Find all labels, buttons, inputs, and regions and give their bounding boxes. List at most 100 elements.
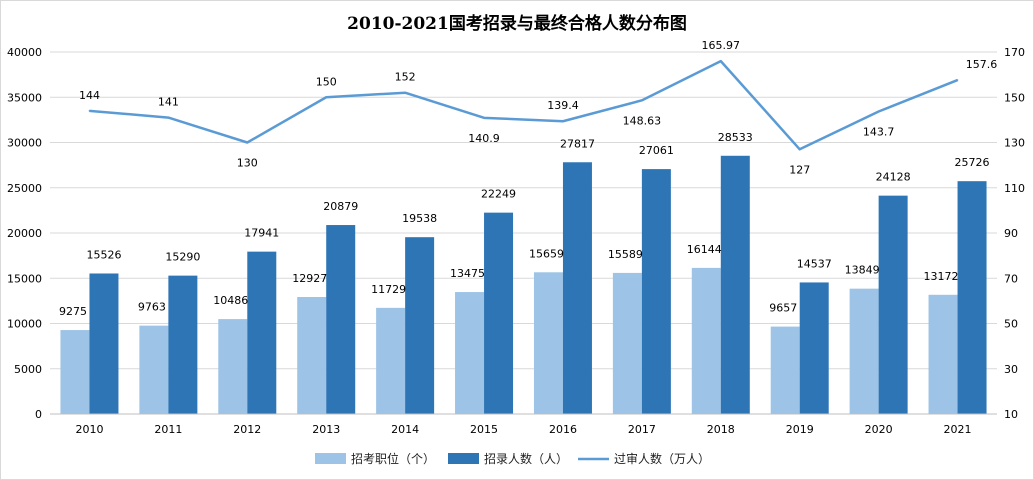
- y-right-tick-label: 130: [1004, 137, 1025, 150]
- bar-jobs: [691, 267, 721, 414]
- legend-swatch-jobs: [315, 453, 346, 464]
- line-point: [167, 116, 170, 119]
- line-point: [641, 99, 643, 102]
- bar-hires-label: 17941: [244, 227, 279, 240]
- bar-jobs-label: 11729: [371, 283, 406, 296]
- gridlines: [50, 51, 997, 415]
- line-point: [88, 110, 91, 112]
- y-left-tick-label: 10000: [7, 318, 42, 331]
- bar-hires-label: 15290: [165, 251, 200, 264]
- y-right-tick-label: 30: [1004, 363, 1018, 376]
- line-point: [877, 110, 880, 113]
- bar-jobs-label: 9275: [59, 305, 87, 318]
- bar-hires-label: 25726: [955, 156, 990, 169]
- bar-hires: [405, 237, 435, 414]
- y-right-tick-label: 10: [1004, 408, 1018, 421]
- bars: [60, 155, 987, 414]
- data-labels: 9275 15526 9763 15290 10486 17941 12927 20879 11…: [59, 39, 997, 318]
- bar-jobs: [376, 307, 406, 414]
- bar-hires-label: 22249: [481, 188, 516, 201]
- line-point-label: 130: [237, 157, 258, 170]
- line-point: [719, 60, 722, 62]
- x-tick-label: 2018: [707, 423, 735, 436]
- line-point-label: 144: [79, 89, 100, 102]
- bar-hires: [957, 181, 987, 414]
- bar-hires-label: 15526: [86, 248, 121, 261]
- bar-jobs: [849, 288, 879, 414]
- x-tick-label: 2012: [233, 423, 261, 436]
- line-point: [483, 117, 485, 119]
- bar-jobs-label: 13849: [845, 264, 880, 277]
- y-right-tick-label: 110: [1004, 182, 1025, 195]
- chart-title: 2010-2021国考招录与最终合格人数分布图: [347, 14, 687, 34]
- bar-hires-label: 27817: [560, 137, 595, 150]
- bar-jobs: [60, 330, 90, 414]
- axes: 0 5000 10000 15000 20000 25000 30000 35000 40000…: [7, 46, 1025, 436]
- line-point: [798, 148, 801, 151]
- line-point-label: 148.63: [623, 114, 662, 127]
- x-tick-label: 2015: [470, 423, 498, 436]
- bar-hires: [878, 195, 908, 414]
- line-point: [325, 96, 328, 99]
- line-point: [404, 91, 406, 94]
- line-point-label: 141: [158, 96, 179, 109]
- bar-hires: [562, 162, 592, 414]
- legend-swatch-hires: [448, 453, 479, 464]
- bar-jobs: [770, 326, 800, 414]
- bar-hires-label: 28533: [718, 131, 753, 144]
- bar-jobs-label: 9763: [138, 301, 166, 314]
- y-right-tick-label: 50: [1004, 318, 1018, 331]
- bar-jobs: [218, 319, 248, 414]
- bar-jobs-label: 15659: [529, 247, 564, 260]
- bar-hires-label: 20879: [323, 200, 358, 213]
- y-left-tick-label: 20000: [7, 227, 42, 240]
- line-point-label: 139.4: [547, 99, 579, 112]
- bar-jobs: [612, 272, 642, 414]
- x-tick-label: 2011: [154, 423, 182, 436]
- x-tick-label: 2016: [549, 423, 577, 436]
- bar-hires: [247, 251, 277, 414]
- y-left-tick-label: 25000: [7, 182, 42, 195]
- y-left-tick-label: 5000: [14, 363, 42, 376]
- x-tick-label: 2019: [786, 423, 814, 436]
- bar-jobs-label: 13172: [924, 270, 959, 283]
- x-tick-label: 2020: [865, 423, 893, 436]
- bar-hires: [484, 212, 514, 414]
- line-point: [246, 141, 249, 144]
- x-tick-label: 2014: [391, 423, 419, 436]
- bar-jobs-label: 13475: [450, 267, 485, 280]
- bar-hires-label: 24128: [876, 171, 911, 184]
- line-series: [88, 59, 959, 151]
- bar-jobs: [928, 294, 958, 414]
- line-passed: [89, 59, 959, 151]
- line-point-label: 157.6: [966, 58, 998, 71]
- bar-hires-label: 14537: [797, 257, 832, 270]
- bar-jobs-label: 10486: [213, 294, 248, 307]
- legend-label-passed: 过审人数（万人）: [614, 451, 710, 466]
- y-right-tick-label: 90: [1004, 227, 1018, 240]
- y-left-tick-label: 40000: [7, 46, 42, 59]
- bar-hires-label: 19538: [402, 212, 437, 225]
- bar-jobs-label: 12927: [292, 272, 327, 285]
- line-point-label: 140.9: [468, 132, 500, 145]
- line-point-label: 143.7: [863, 126, 895, 139]
- bar-jobs: [139, 325, 169, 414]
- bar-hires: [89, 273, 119, 414]
- legend: 招考职位（个） 招录人数（人） 过审人数（万人）: [315, 451, 710, 466]
- bar-jobs-label: 9657: [769, 302, 797, 315]
- bar-jobs: [455, 292, 485, 414]
- legend-label-jobs: 招考职位（个）: [351, 451, 435, 466]
- x-tick-label: 2017: [628, 423, 656, 436]
- line-point: [956, 79, 959, 81]
- bar-jobs: [533, 272, 563, 414]
- y-left-tick-label: 30000: [7, 137, 42, 150]
- y-right-tick-label: 70: [1004, 272, 1018, 285]
- x-tick-label: 2013: [312, 423, 340, 436]
- bar-hires: [799, 282, 829, 414]
- line-point-label: 127: [789, 163, 810, 176]
- line-point: [562, 120, 564, 123]
- y-left-tick-label: 35000: [7, 91, 42, 104]
- legend-label-hires: 招录人数（人）: [484, 451, 568, 466]
- line-point-label: 165.97: [702, 39, 741, 52]
